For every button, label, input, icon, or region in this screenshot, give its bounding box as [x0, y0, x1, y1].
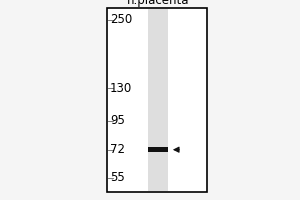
- Bar: [107, 8, 207, 192]
- Text: 55: 55: [110, 171, 125, 184]
- Bar: [148, 147, 168, 152]
- Text: 72: 72: [110, 143, 125, 156]
- Text: 130: 130: [110, 82, 132, 95]
- Text: 95: 95: [110, 114, 125, 127]
- Text: h.placenta: h.placenta: [127, 0, 189, 7]
- Bar: [148, 9, 168, 191]
- Text: 250: 250: [110, 13, 132, 26]
